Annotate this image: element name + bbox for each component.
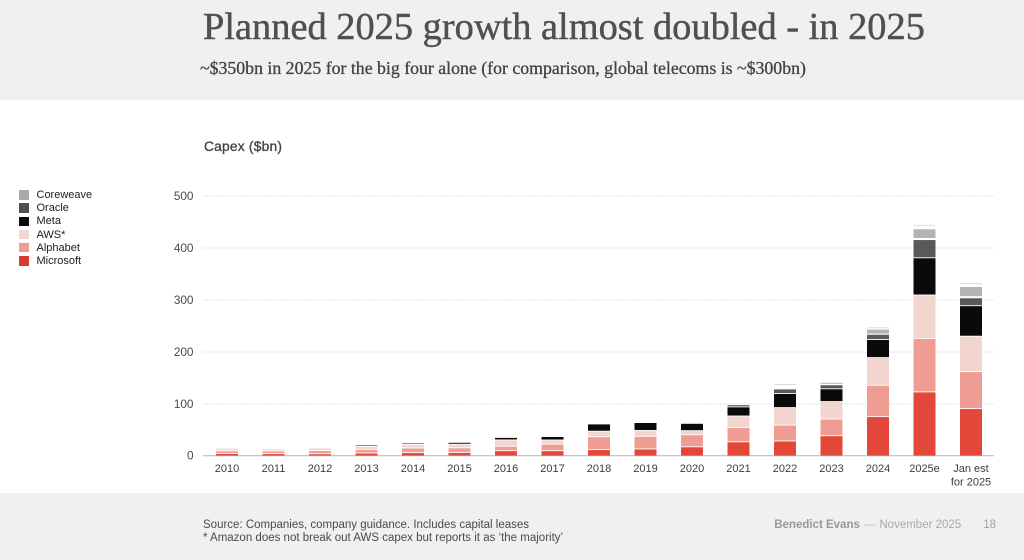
svg-text:200: 200 <box>174 345 194 359</box>
svg-text:2020: 2020 <box>680 463 704 475</box>
svg-text:0: 0 <box>187 449 194 463</box>
svg-text:300: 300 <box>174 293 194 307</box>
svg-text:for 2025: for 2025 <box>951 477 991 489</box>
svg-text:2012: 2012 <box>308 463 332 475</box>
svg-text:2013: 2013 <box>354 463 378 475</box>
svg-text:2022: 2022 <box>773 463 797 475</box>
svg-text:2023: 2023 <box>819 463 843 475</box>
svg-text:2010: 2010 <box>215 463 239 475</box>
svg-text:2016: 2016 <box>494 463 518 475</box>
svg-text:2011: 2011 <box>262 463 286 475</box>
svg-text:400: 400 <box>174 241 194 255</box>
svg-text:2025e: 2025e <box>909 463 940 475</box>
svg-text:Jan est: Jan est <box>953 463 988 475</box>
svg-text:2024: 2024 <box>866 463 890 475</box>
svg-text:2021: 2021 <box>726 463 750 475</box>
svg-text:2017: 2017 <box>540 463 564 475</box>
svg-text:2019: 2019 <box>633 463 657 475</box>
svg-text:100: 100 <box>174 397 194 411</box>
svg-text:2015: 2015 <box>447 463 471 475</box>
svg-text:2014: 2014 <box>401 463 425 475</box>
svg-text:500: 500 <box>174 189 194 203</box>
svg-text:2018: 2018 <box>587 463 611 475</box>
